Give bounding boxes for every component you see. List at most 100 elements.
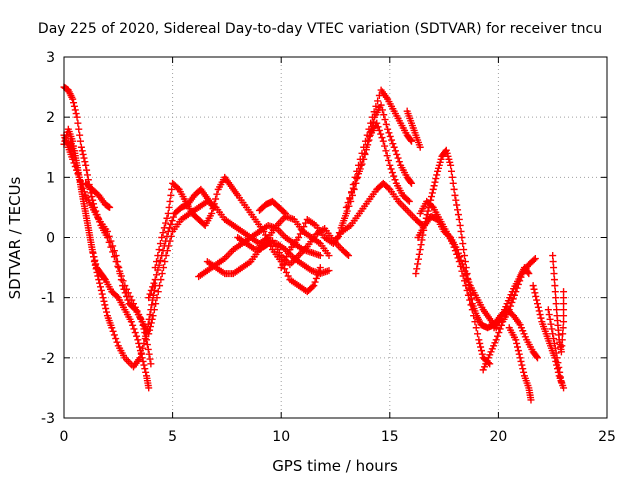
x-tick-label: 15 xyxy=(381,429,399,445)
data-point xyxy=(73,164,81,172)
data-point xyxy=(97,286,105,294)
data-point xyxy=(458,234,466,241)
data-point xyxy=(560,318,568,326)
data-point xyxy=(81,158,89,166)
data-point xyxy=(471,318,479,326)
data-point xyxy=(454,254,462,262)
data-point xyxy=(281,265,289,273)
data-point xyxy=(518,361,526,369)
data-point xyxy=(162,219,170,227)
data-point xyxy=(343,207,351,215)
data-point xyxy=(460,264,468,272)
data-point xyxy=(550,335,558,343)
data-point xyxy=(148,315,156,323)
x-tick-label: 20 xyxy=(489,429,507,445)
data-point xyxy=(130,325,138,333)
data-point xyxy=(428,189,436,197)
y-tick-label: -3 xyxy=(41,411,55,427)
data-point xyxy=(362,146,370,154)
data-point xyxy=(69,95,77,103)
data-point xyxy=(551,288,559,296)
data-point xyxy=(144,345,152,353)
data-point xyxy=(384,156,392,164)
data-series xyxy=(544,306,565,386)
data-point xyxy=(550,264,558,272)
data-point xyxy=(358,160,366,168)
data-point xyxy=(147,319,155,327)
data-point xyxy=(404,196,412,204)
data-point xyxy=(147,286,155,294)
data-point xyxy=(475,336,483,344)
data-point xyxy=(168,185,176,193)
data-point xyxy=(369,118,377,126)
data-point xyxy=(532,292,540,300)
data-point xyxy=(393,150,401,158)
data-point xyxy=(407,178,415,186)
data-point xyxy=(296,230,304,238)
data-point xyxy=(167,220,175,228)
data-point xyxy=(533,353,541,361)
data-point xyxy=(78,188,86,196)
data-point xyxy=(89,249,97,257)
data-point xyxy=(374,97,382,105)
data-point xyxy=(477,347,485,355)
data-point xyxy=(109,327,117,335)
data-point xyxy=(551,282,559,290)
data-point xyxy=(429,185,437,193)
data-point xyxy=(110,247,118,255)
data-point xyxy=(386,132,394,140)
data-point xyxy=(353,175,361,183)
data-point xyxy=(536,311,544,319)
data-point xyxy=(555,363,563,371)
data-point xyxy=(146,323,154,331)
data-point xyxy=(415,250,423,258)
data-point xyxy=(394,154,402,162)
data-point xyxy=(559,324,567,332)
data-series xyxy=(60,131,155,368)
data-point xyxy=(213,190,221,198)
data-point xyxy=(325,252,333,260)
data-point xyxy=(408,179,416,187)
data-point xyxy=(84,221,92,229)
data-point xyxy=(106,203,114,211)
data-series xyxy=(529,282,568,392)
data-series xyxy=(416,197,494,368)
data-point xyxy=(134,336,142,344)
data-point xyxy=(552,294,560,302)
data-point xyxy=(123,292,131,300)
data-point xyxy=(375,126,383,134)
data-point xyxy=(558,342,566,350)
data-point xyxy=(113,258,121,266)
data-point xyxy=(107,237,115,245)
data-point xyxy=(75,173,83,181)
data-point xyxy=(70,99,78,107)
data-point xyxy=(167,191,175,199)
data-point xyxy=(461,277,469,285)
data-point xyxy=(116,270,124,278)
data-point xyxy=(380,111,388,119)
data-point xyxy=(86,231,94,239)
data-point xyxy=(91,256,99,264)
data-point xyxy=(160,242,168,250)
y-tick-label: 3 xyxy=(46,50,55,66)
data-point xyxy=(472,324,480,332)
data-point xyxy=(87,241,95,249)
data-series xyxy=(255,197,290,217)
data-point xyxy=(100,297,108,305)
data-point xyxy=(149,283,157,291)
data-point xyxy=(428,193,436,201)
data-point xyxy=(378,106,386,114)
data-point xyxy=(208,209,216,217)
data-point xyxy=(382,120,390,128)
data-point xyxy=(108,324,116,332)
data-point xyxy=(545,311,553,319)
data-point xyxy=(109,242,117,250)
data-point xyxy=(388,136,396,144)
chart-title: Day 225 of 2020, Sidereal Day-to-day VTE… xyxy=(38,21,602,37)
data-point xyxy=(282,253,290,261)
data-point xyxy=(295,234,303,241)
data-point xyxy=(83,166,91,174)
data-point xyxy=(155,261,163,269)
data-point xyxy=(557,378,565,386)
y-tick-label: 2 xyxy=(46,110,55,126)
